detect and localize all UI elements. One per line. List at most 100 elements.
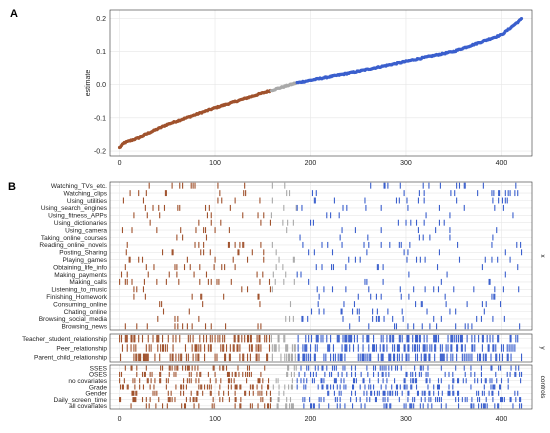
spec-tick <box>257 344 259 352</box>
spec-tick <box>277 378 279 384</box>
spec-tick <box>463 353 465 362</box>
spec-tick <box>256 353 258 362</box>
spec-tick <box>271 353 273 362</box>
spec-tick <box>394 344 396 352</box>
spec-tick <box>357 344 359 352</box>
spec-tick <box>398 197 400 204</box>
spec-tick <box>171 365 173 371</box>
spec-tick <box>344 334 346 343</box>
spec-tick <box>433 286 435 293</box>
spec-tick <box>464 323 466 330</box>
spec-tick <box>143 278 145 285</box>
spec-tick <box>364 278 366 285</box>
spec-tick <box>482 182 484 189</box>
spec-tick <box>394 323 396 330</box>
spec-tick <box>299 234 301 241</box>
spec-tick <box>162 365 164 371</box>
spec-tick <box>483 308 485 315</box>
spec-tick <box>199 278 201 285</box>
spec-tick <box>150 344 152 352</box>
spec-tick <box>274 278 276 285</box>
spec-tick <box>341 227 343 234</box>
spec-tick <box>177 204 179 211</box>
spec-tick <box>239 344 241 352</box>
spec-tick <box>382 378 384 384</box>
spec-tick <box>497 256 499 263</box>
spec-tick <box>407 390 409 396</box>
spec-tick <box>465 378 467 384</box>
spec-tick <box>335 378 337 384</box>
spec-tick <box>509 334 511 343</box>
spec-tick <box>392 390 394 396</box>
spec-tick <box>283 278 285 285</box>
spec-tick <box>390 390 392 396</box>
spec-tick <box>481 264 483 271</box>
spec-tick <box>283 334 285 343</box>
spec-tick <box>408 271 410 278</box>
spec-tick <box>267 384 269 390</box>
spec-tick <box>193 271 195 278</box>
spec-tick <box>394 378 396 384</box>
spec-tick <box>390 403 392 409</box>
spec-tick <box>303 384 305 390</box>
spec-tick <box>480 315 482 322</box>
spec-tick <box>219 190 221 197</box>
spec-tick <box>198 241 200 248</box>
spec-tick <box>504 197 506 204</box>
spec-tick <box>502 344 504 352</box>
spec-tick <box>385 365 387 371</box>
row-label: SSES <box>90 365 108 372</box>
spec-tick <box>196 397 198 403</box>
spec-tick <box>373 344 375 352</box>
spec-tick <box>339 384 341 390</box>
spec-tick <box>138 256 140 263</box>
spec-tick <box>433 334 435 343</box>
spec-tick <box>413 378 415 384</box>
spec-tick <box>443 353 445 362</box>
spec-tick <box>217 182 219 189</box>
spec-tick <box>345 264 347 271</box>
spec-tick <box>382 334 384 343</box>
spec-tick <box>174 264 176 271</box>
spec-tick <box>195 344 197 352</box>
spec-tick <box>413 323 415 330</box>
spec-tick <box>438 204 440 211</box>
spec-tick <box>510 344 512 352</box>
spec-tick <box>255 353 257 362</box>
facet-x: Watching_TVs_etc.Watching_clipsUsing_uti… <box>39 181 546 331</box>
spec-tick <box>471 323 473 330</box>
spec-tick <box>377 378 379 384</box>
spec-tick <box>437 384 440 390</box>
spec-tick <box>425 212 427 219</box>
spec-tick <box>239 241 241 248</box>
spec-tick <box>162 334 164 343</box>
spec-tick <box>257 378 259 384</box>
x-tick-label: 400 <box>496 416 508 423</box>
spec-tick <box>384 182 386 189</box>
spec-tick <box>154 378 156 384</box>
spec-tick <box>308 334 310 343</box>
spec-tick <box>357 293 359 300</box>
spec-tick <box>286 190 288 197</box>
spec-tick <box>188 365 190 371</box>
spec-tick <box>455 323 457 330</box>
spec-tick <box>386 344 388 352</box>
spec-tick <box>321 378 323 384</box>
spec-tick <box>246 286 249 293</box>
spec-tick <box>207 344 209 352</box>
spec-tick <box>198 384 200 390</box>
spec-tick <box>382 344 384 352</box>
spec-tick <box>171 249 173 256</box>
spec-tick <box>250 334 252 343</box>
panel-a-x-ticks: 0 100 200 300 400 <box>118 160 508 167</box>
spec-tick <box>185 353 187 362</box>
spec-tick <box>481 334 483 343</box>
spec-tick <box>377 353 379 362</box>
spec-tick <box>443 219 445 226</box>
spec-tick <box>269 219 271 226</box>
spec-tick <box>456 182 458 189</box>
spec-tick <box>514 344 516 352</box>
spec-tick <box>429 323 431 330</box>
spec-tick <box>355 397 357 403</box>
spec-tick <box>454 334 456 343</box>
